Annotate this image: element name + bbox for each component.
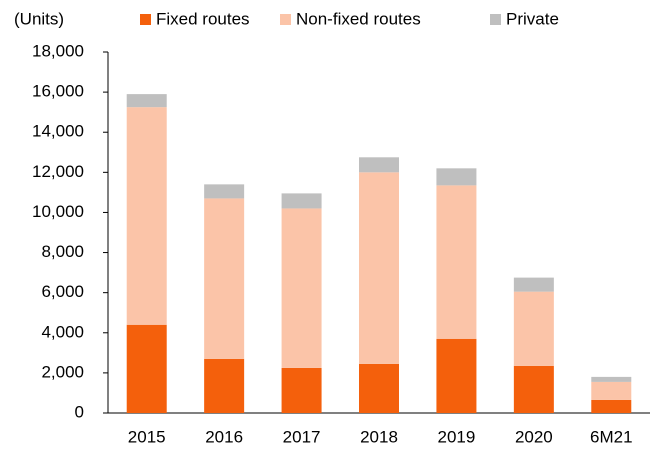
x-tick-label: 2020: [515, 427, 553, 446]
y-tick-label: 10,000: [32, 202, 84, 221]
y-tick-label: 4,000: [41, 322, 84, 341]
legend-swatch: [280, 14, 291, 25]
bar-segment: [359, 363, 399, 413]
bar-segment: [513, 277, 554, 292]
bar-segment: [281, 193, 322, 209]
bar-segment: [591, 399, 632, 413]
bar-segment: [513, 365, 554, 413]
x-tick-label: 2016: [205, 427, 243, 446]
bar-segment: [436, 168, 477, 186]
x-tick-label: 2015: [128, 427, 166, 446]
y-tick-label: 14,000: [32, 122, 84, 141]
bar-segment: [359, 157, 399, 173]
bar-segment: [591, 381, 632, 400]
y-tick-label: 6,000: [41, 282, 84, 301]
y-tick-label: 16,000: [32, 82, 84, 101]
x-tick-label: 2017: [283, 427, 321, 446]
legend-label: Private: [506, 9, 559, 28]
bar-segment: [126, 324, 167, 413]
legend-swatch: [140, 14, 151, 25]
x-tick-label: 2019: [438, 427, 476, 446]
x-tick-label: 2018: [360, 427, 398, 446]
bar-segment: [204, 358, 245, 413]
legend-label: Non-fixed routes: [296, 9, 421, 28]
y-tick-label: 12,000: [32, 162, 84, 181]
y-tick-label: 8,000: [41, 242, 84, 261]
bar-segment: [204, 198, 245, 359]
y-axis-label: (Units): [14, 9, 64, 28]
bar-segment: [436, 185, 477, 339]
bar-segment: [591, 376, 632, 382]
bar-segment: [281, 208, 322, 368]
bar-segment: [281, 367, 322, 413]
legend-label: Fixed routes: [156, 9, 250, 28]
bar-segment: [126, 94, 167, 108]
y-tick-label: 18,000: [32, 41, 84, 60]
bar-segment: [204, 184, 245, 199]
legend-swatch: [490, 14, 501, 25]
bar-segment: [513, 291, 554, 366]
x-tick-label: 6M21: [590, 427, 633, 446]
bar-segment: [126, 107, 167, 325]
bar-segment: [359, 172, 399, 364]
y-tick-label: 0: [75, 402, 84, 421]
bar-segment: [436, 338, 477, 413]
y-tick-label: 2,000: [41, 362, 84, 381]
